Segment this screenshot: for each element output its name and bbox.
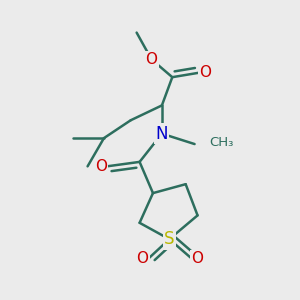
Text: CH₃: CH₃ — [209, 136, 234, 149]
Text: O: O — [136, 251, 148, 266]
Text: O: O — [95, 159, 107, 174]
Text: O: O — [192, 251, 204, 266]
Text: S: S — [164, 230, 175, 248]
Text: O: O — [199, 65, 211, 80]
Text: O: O — [146, 52, 158, 67]
Text: N: N — [156, 125, 168, 143]
